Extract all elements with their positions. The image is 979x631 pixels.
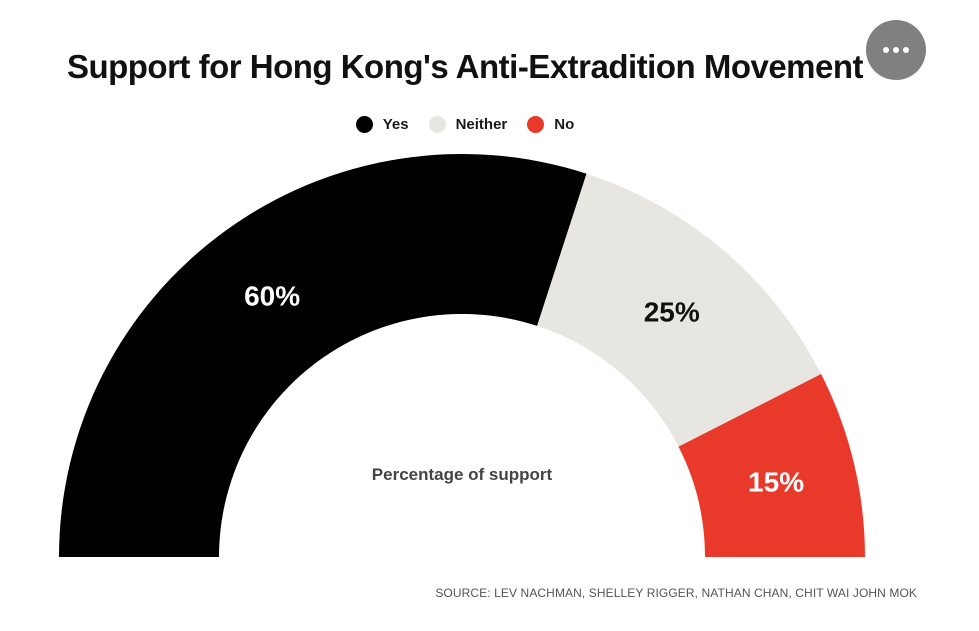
more-horizontal-icon (883, 47, 909, 53)
legend-item-yes: Yes (355, 116, 409, 133)
legend-swatch-yes (355, 116, 373, 133)
slice-yes (59, 153, 587, 557)
center-label: Percentage of support (372, 465, 553, 484)
legend-label-no: No (554, 116, 575, 133)
chart-slices (59, 153, 865, 557)
chart-legend: Yes Neither No (0, 116, 930, 133)
slice-no (678, 374, 865, 557)
more-options-button[interactable] (866, 20, 926, 80)
chart-slice-labels: 60% 25% 15% (244, 281, 804, 498)
slice-label-neither: 25% (644, 296, 700, 327)
legend-swatch-no (527, 116, 545, 133)
legend-label-yes: Yes (382, 116, 409, 133)
source-note: SOURCE: LEV NACHMAN, SHELLEY RIGGER, NAT… (435, 586, 917, 600)
legend-label-neither: Neither (455, 116, 508, 133)
legend-item-neither: Neither (428, 116, 508, 133)
legend-item-no: No (527, 116, 574, 133)
slice-neither (537, 173, 822, 447)
chart-title: Support for Hong Kong's Anti-Extradition… (66, 48, 864, 85)
slice-label-no: 15% (748, 467, 804, 498)
slice-label-yes: 60% (244, 281, 300, 312)
legend-swatch-neither (428, 116, 446, 133)
